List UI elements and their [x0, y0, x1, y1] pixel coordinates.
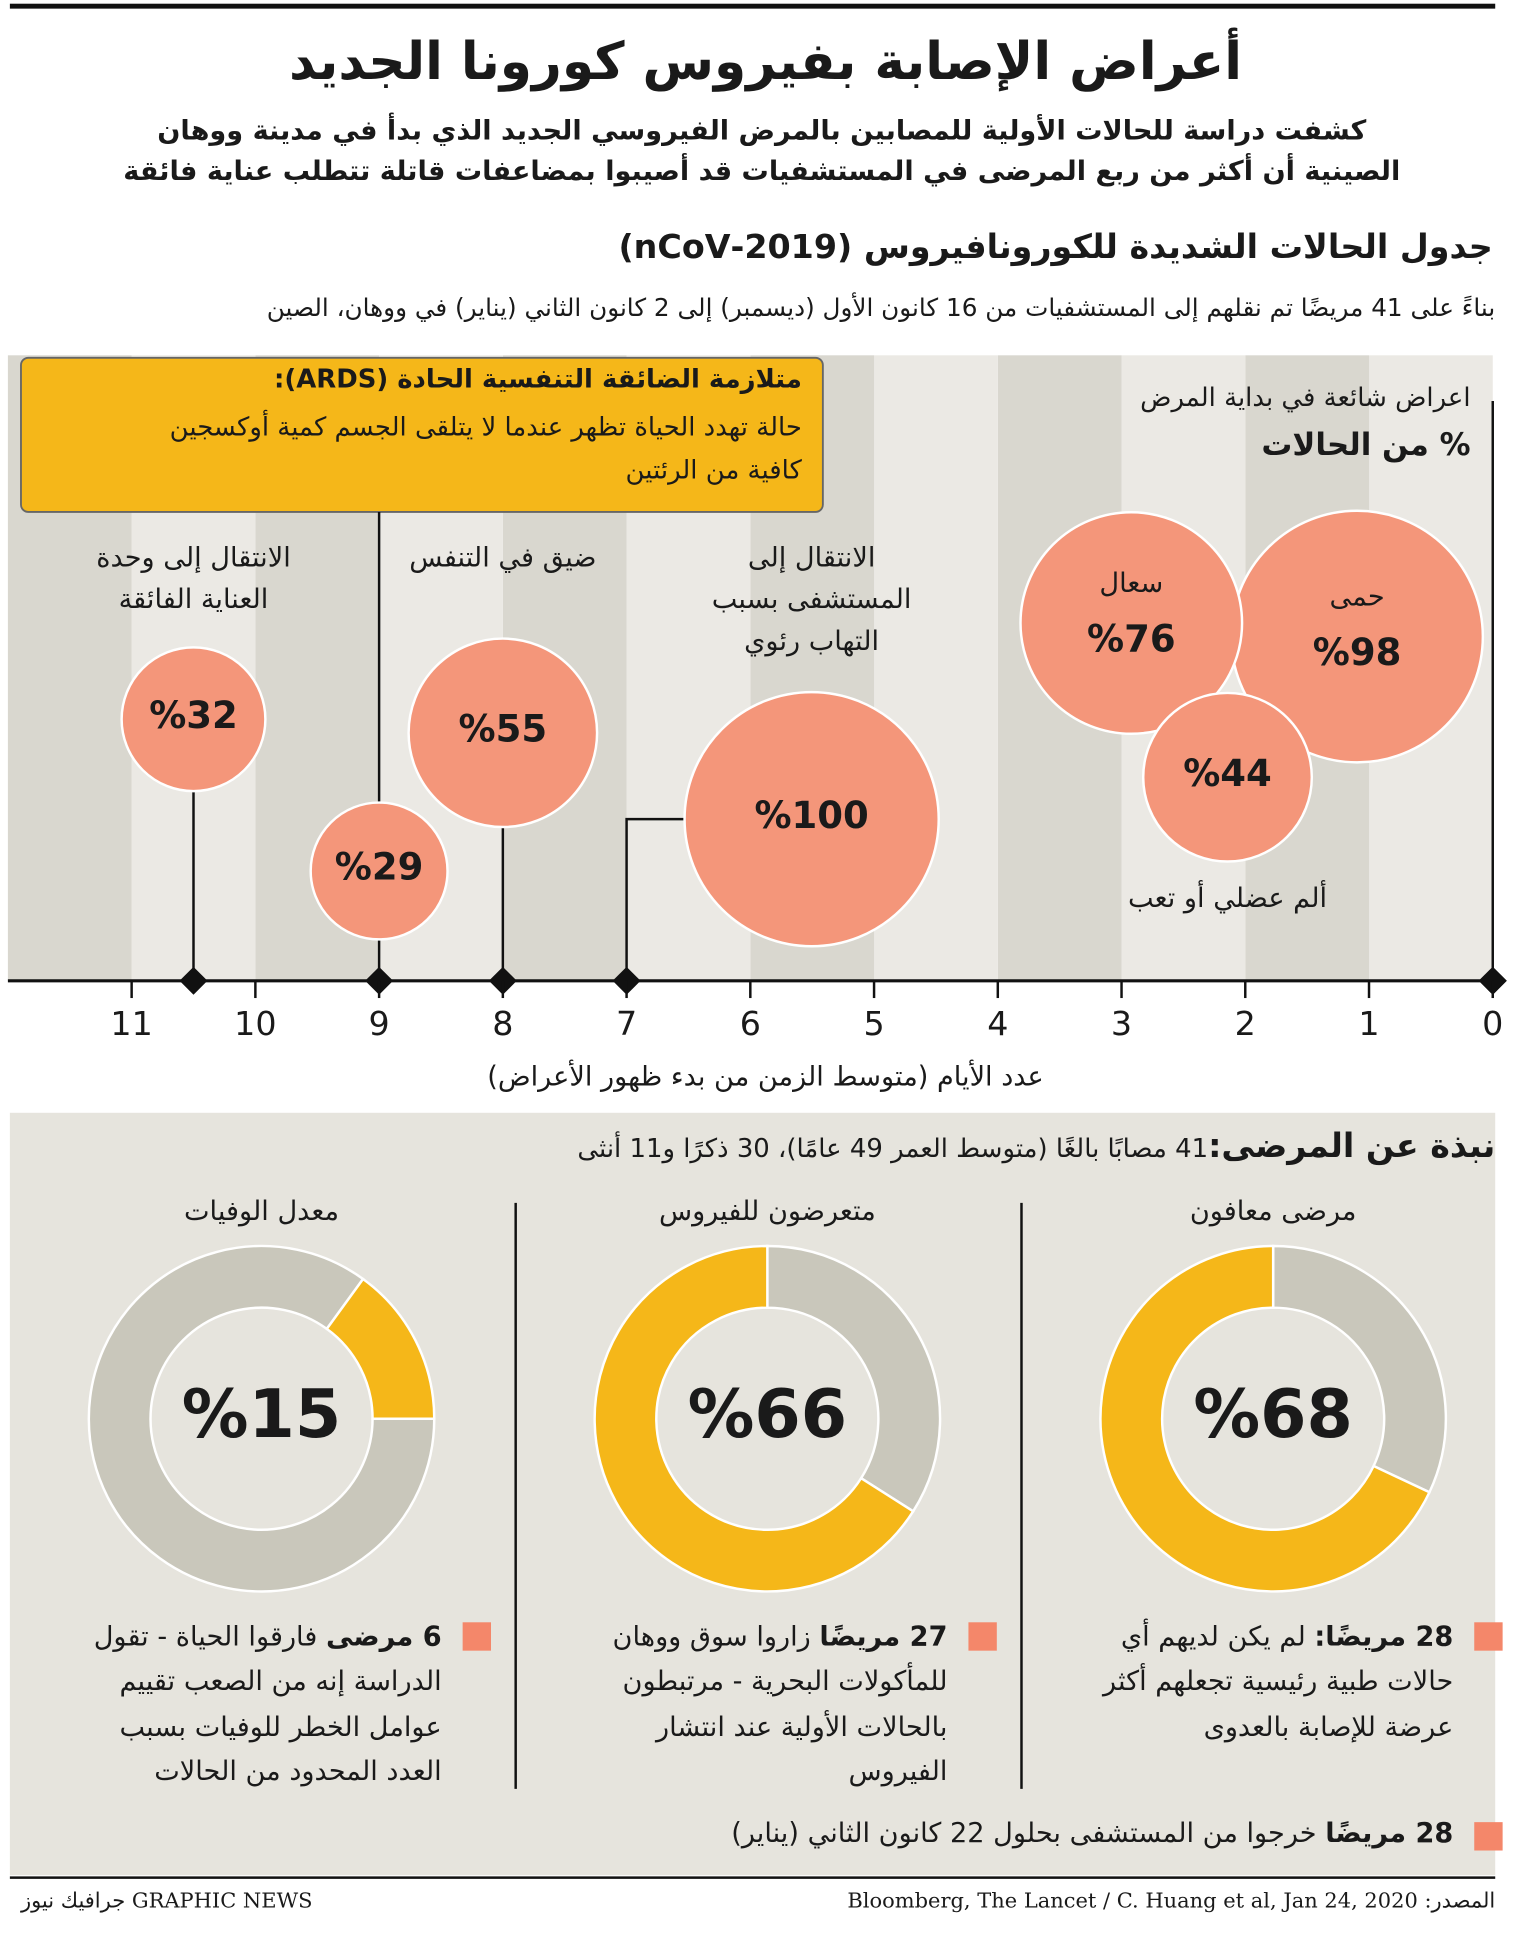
- panel-background: [9, 1112, 1496, 1876]
- size-label: % من الحالات: [1261, 426, 1471, 463]
- bubble-value-label: %55: [458, 708, 548, 752]
- donut-remainder: [87, 1244, 436, 1593]
- donut-note: 6 مرضى فارقوا الحياة - تقول الدراسة إنه …: [72, 1616, 442, 1795]
- bubble-value-label: %100: [754, 794, 869, 838]
- donut-title: متعرضون للفيروس: [658, 1196, 876, 1228]
- bubble-label: حمى: [1329, 582, 1385, 614]
- note-marker: [968, 1622, 997, 1651]
- donut-note-bold: 6 مرضى: [325, 1622, 442, 1654]
- chart-title: جدول الحالات الشديدة للكورونافيروس (2019…: [618, 228, 1493, 267]
- legend-title: اعراض شائعة في بداية المرض: [1140, 382, 1471, 413]
- bubble: [1141, 691, 1314, 863]
- x-tick-label: 6: [739, 1005, 761, 1044]
- discharged-text: خرجوا من المستشفى بحلول 22 كانون الثاني …: [731, 1818, 1317, 1850]
- x-tick-label: 2: [1234, 1005, 1256, 1044]
- x-tick-label: 10: [234, 1005, 277, 1044]
- x-tick-label: 7: [615, 1005, 638, 1044]
- donut-remainder: [766, 1244, 942, 1513]
- profile-bold: نبذة عن المرضى:: [1208, 1127, 1496, 1166]
- donut-title: معدل الوفيات: [184, 1196, 340, 1228]
- profile-text: 41 مصابًا بالغًا (متوسط العمر 49 عامًا)،…: [577, 1133, 1209, 1164]
- donut-title: مرضى معافون: [1189, 1196, 1357, 1228]
- x-tick-label: 11: [110, 1005, 153, 1044]
- bubble: [309, 801, 449, 941]
- donut-note: 27 مريضًا زاروا سوق ووهان للمأكولات البح…: [577, 1616, 948, 1795]
- donut-center-label: %15: [181, 1375, 342, 1454]
- donut-segment: [325, 1277, 436, 1420]
- donut-center-label: %68: [1193, 1375, 1353, 1454]
- note-marker: [462, 1622, 492, 1651]
- x-tick-label: 1: [1358, 1005, 1380, 1044]
- donut-note: 28 مريضًا: لم يكن لديهم أي حالات طبية رئ…: [1083, 1616, 1453, 1750]
- discharged-bold: 28 مريضًا: [1325, 1818, 1454, 1850]
- x-axis-label: عدد الأيام (متوسط الزمن من بدء ظهور الأع…: [487, 1062, 1044, 1094]
- bubble-label: الانتقال إلى المستشفى بسبب التهاب رئوي: [711, 542, 912, 658]
- note-marker: [1474, 1822, 1503, 1851]
- donut-center-label: %66: [687, 1375, 848, 1454]
- donut-segment: [593, 1244, 915, 1593]
- bubble-label: ضيق في التنفس: [409, 542, 597, 574]
- bubble-value-label: %32: [149, 694, 238, 738]
- top-rule: [9, 3, 1496, 9]
- donut-remainder: [1271, 1244, 1448, 1494]
- donut-note-text: زاروا سوق ووهان للمأكولات البحرية - مرتب…: [612, 1622, 948, 1788]
- bubble-value-label: %76: [1086, 618, 1176, 662]
- x-tick-label: 5: [863, 1005, 885, 1044]
- x-tick-label: 0: [1482, 1005, 1504, 1044]
- note-marker: [1474, 1622, 1503, 1651]
- annotation-title: متلازمة الضائقة التنفسية الحادة (ARDS):: [274, 363, 802, 394]
- x-tick-label: 9: [368, 1005, 390, 1044]
- bubble-label: سعال: [1099, 568, 1164, 600]
- donut-note-bold: 27 مريضًا: [819, 1622, 948, 1654]
- donut-note-bold: 28 مريضًا:: [1314, 1622, 1454, 1654]
- annotation-text: حالة تهدد الحياة تظهر عندما لا يتلقى الج…: [169, 412, 802, 485]
- x-tick-label: 3: [1110, 1005, 1133, 1044]
- bubble: [407, 637, 599, 829]
- bubble: [120, 646, 267, 793]
- bubble-value-label: %98: [1312, 631, 1402, 675]
- bubble-value-label: %44: [1183, 752, 1272, 796]
- intro: كشفت دراسة للحالات الأولية للمصابين بالم…: [123, 115, 1401, 188]
- title: أعراض الإصابة بفيروس كورونا الجديد: [288, 30, 1243, 92]
- bubble: [1019, 510, 1244, 736]
- connector: [625, 817, 685, 981]
- profile: نبذة عن المرضى:41 مصابًا بالغًا (متوسط ا…: [15, 1125, 1495, 1170]
- donut-segment: [1099, 1244, 1432, 1593]
- bubble-label: ألم عضلي أو تعب: [1127, 883, 1328, 915]
- x-tick-label: 8: [492, 1005, 514, 1044]
- donut-note-text: فارقوا الحياة - تقول الدراسة إنه من الصع…: [93, 1622, 442, 1788]
- bubble: [683, 690, 940, 948]
- bubble-label: الانتقال إلى وحدة العناية الفائقة: [96, 542, 291, 616]
- source: المصدر: Bloomberg, The Lancet / C. Huang…: [847, 1888, 1496, 1914]
- donut-note-text: لم يكن لديهم أي حالات طبية رئيسية تجعلهم…: [1102, 1622, 1454, 1743]
- x-tick-label: 4: [987, 1005, 1009, 1044]
- annotation-box: [20, 356, 824, 513]
- chart-subtitle: بناءً على 41 مريضًا تم نقلهم إلى المستشف…: [266, 292, 1496, 322]
- discharged: 28 مريضًا خرجوا من المستشفى بحلول 22 كان…: [466, 1816, 1453, 1853]
- bubble-value-label: %29: [334, 846, 424, 890]
- credit: GRAPHIC NEWS جرافيك نيوز: [20, 1888, 313, 1914]
